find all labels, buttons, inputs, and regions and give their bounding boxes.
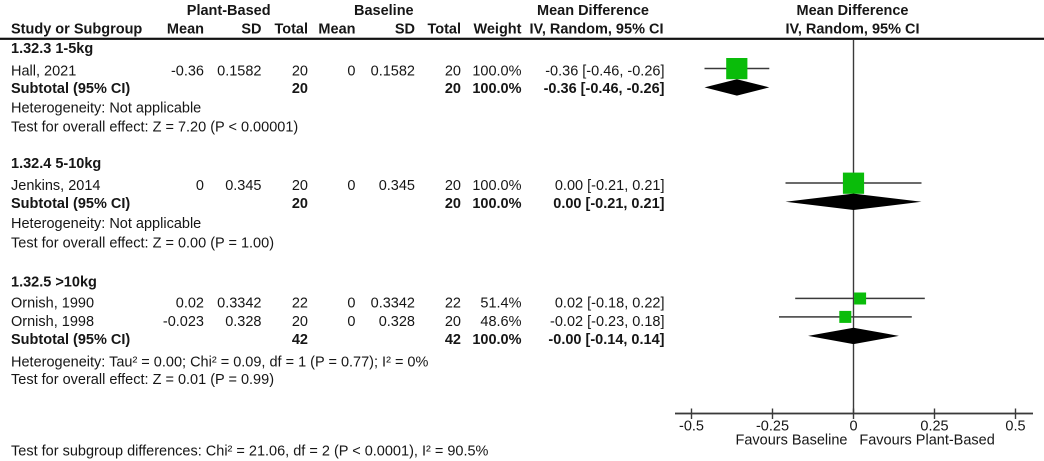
svg-text:IV, Random, 95% CI: IV, Random, 95% CI (529, 22, 663, 38)
svg-text:Baseline: Baseline (354, 3, 414, 19)
svg-text:20: 20 (445, 178, 461, 194)
svg-text:Heterogeneity: Not applicable: Heterogeneity: Not applicable (11, 216, 201, 232)
svg-text:0.3342: 0.3342 (217, 296, 261, 312)
svg-text:Favours Plant-Based: Favours Plant-Based (859, 433, 994, 449)
svg-text:Subtotal (95% CI): Subtotal (95% CI) (11, 81, 130, 97)
svg-text:51.4%: 51.4% (480, 296, 521, 312)
svg-text:0: 0 (347, 178, 355, 194)
svg-text:0: 0 (347, 296, 355, 312)
svg-text:20: 20 (292, 63, 308, 79)
svg-text:0.02 [-0.18, 0.22]: 0.02 [-0.18, 0.22] (555, 296, 665, 312)
svg-text:Subtotal (95% CI): Subtotal (95% CI) (11, 332, 130, 348)
svg-text:0.02: 0.02 (176, 296, 204, 312)
svg-text:Mean Difference: Mean Difference (796, 3, 908, 19)
svg-text:Total: Total (274, 22, 308, 38)
svg-text:1.32.5 >10kg: 1.32.5 >10kg (11, 275, 97, 291)
svg-text:Weight: Weight (473, 22, 521, 38)
svg-text:100.0%: 100.0% (472, 63, 521, 79)
svg-text:20: 20 (445, 63, 461, 79)
svg-text:20: 20 (445, 314, 461, 330)
svg-text:0.1582: 0.1582 (217, 63, 261, 79)
svg-text:0: 0 (347, 63, 355, 79)
svg-text:-0.02 [-0.23, 0.18]: -0.02 [-0.23, 0.18] (550, 314, 664, 330)
svg-text:Ornish, 1998: Ornish, 1998 (11, 314, 94, 330)
svg-text:Ornish, 1990: Ornish, 1990 (11, 296, 94, 312)
svg-text:-0.00 [-0.14, 0.14]: -0.00 [-0.14, 0.14] (548, 332, 664, 348)
svg-text:1.32.3 1-5kg: 1.32.3 1-5kg (11, 41, 93, 57)
svg-text:Study or Subgroup: Study or Subgroup (11, 22, 142, 38)
svg-text:0: 0 (347, 314, 355, 330)
svg-text:Heterogeneity: Not applicable: Heterogeneity: Not applicable (11, 100, 201, 116)
svg-text:0.1582: 0.1582 (371, 63, 415, 79)
svg-text:0.328: 0.328 (225, 314, 261, 330)
svg-text:0.00 [-0.21, 0.21]: 0.00 [-0.21, 0.21] (555, 178, 665, 194)
svg-text:Mean: Mean (318, 22, 355, 38)
svg-text:-0.5: -0.5 (679, 419, 704, 435)
svg-text:22: 22 (292, 296, 308, 312)
svg-text:20: 20 (445, 196, 461, 212)
svg-text:100.0%: 100.0% (472, 332, 521, 348)
svg-text:Favours Baseline: Favours Baseline (735, 433, 847, 449)
svg-text:Hall, 2021: Hall, 2021 (11, 63, 76, 79)
svg-text:0.328: 0.328 (379, 314, 415, 330)
svg-text:0.5: 0.5 (1005, 419, 1025, 435)
svg-text:Jenkins, 2014: Jenkins, 2014 (11, 178, 100, 194)
svg-text:20: 20 (292, 178, 308, 194)
svg-text:SD: SD (395, 22, 415, 38)
svg-text:0.00 [-0.21, 0.21]: 0.00 [-0.21, 0.21] (553, 196, 664, 212)
svg-text:100.0%: 100.0% (472, 178, 521, 194)
svg-text:IV, Random, 95% CI: IV, Random, 95% CI (785, 22, 919, 38)
svg-text:20: 20 (292, 196, 308, 212)
svg-text:Test for overall effect: Z = 0: Test for overall effect: Z = 0.00 (P = 1… (11, 236, 274, 252)
svg-text:-0.36 [-0.46, -0.26]: -0.36 [-0.46, -0.26] (545, 63, 664, 79)
svg-text:0.3342: 0.3342 (371, 296, 415, 312)
svg-text:Total: Total (427, 22, 461, 38)
svg-text:SD: SD (241, 22, 261, 38)
svg-text:20: 20 (292, 314, 308, 330)
svg-text:0.345: 0.345 (379, 178, 415, 194)
svg-text:22: 22 (445, 296, 461, 312)
svg-text:20: 20 (292, 81, 308, 97)
svg-text:Test for overall effect: Z = 0: Test for overall effect: Z = 0.01 (P = 0… (11, 372, 274, 388)
svg-text:Subtotal (95% CI): Subtotal (95% CI) (11, 196, 130, 212)
svg-text:0: 0 (849, 419, 857, 435)
svg-text:-0.023: -0.023 (163, 314, 204, 330)
svg-text:1.32.4 5-10kg: 1.32.4 5-10kg (11, 156, 101, 172)
svg-text:20: 20 (445, 81, 461, 97)
svg-text:-0.36: -0.36 (171, 63, 204, 79)
svg-text:0: 0 (196, 178, 204, 194)
svg-text:42: 42 (445, 332, 461, 348)
svg-text:Test for subgroup differences:: Test for subgroup differences: Chi² = 21… (11, 443, 489, 459)
svg-text:-0.25: -0.25 (756, 419, 789, 435)
svg-text:Plant-Based: Plant-Based (187, 3, 271, 19)
svg-text:0.25: 0.25 (920, 419, 948, 435)
svg-text:100.0%: 100.0% (472, 196, 521, 212)
svg-text:42: 42 (292, 332, 308, 348)
svg-text:100.0%: 100.0% (472, 81, 521, 97)
svg-text:Mean Difference: Mean Difference (537, 3, 649, 19)
svg-text:48.6%: 48.6% (480, 314, 521, 330)
svg-text:-0.36 [-0.46, -0.26]: -0.36 [-0.46, -0.26] (544, 81, 665, 97)
svg-text:0.345: 0.345 (225, 178, 261, 194)
svg-text:Test for overall effect: Z = 7: Test for overall effect: Z = 7.20 (P < 0… (11, 120, 298, 136)
svg-text:Heterogeneity: Tau² = 0.00; Ch: Heterogeneity: Tau² = 0.00; Chi² = 0.09,… (11, 354, 428, 370)
svg-text:Mean: Mean (167, 22, 204, 38)
